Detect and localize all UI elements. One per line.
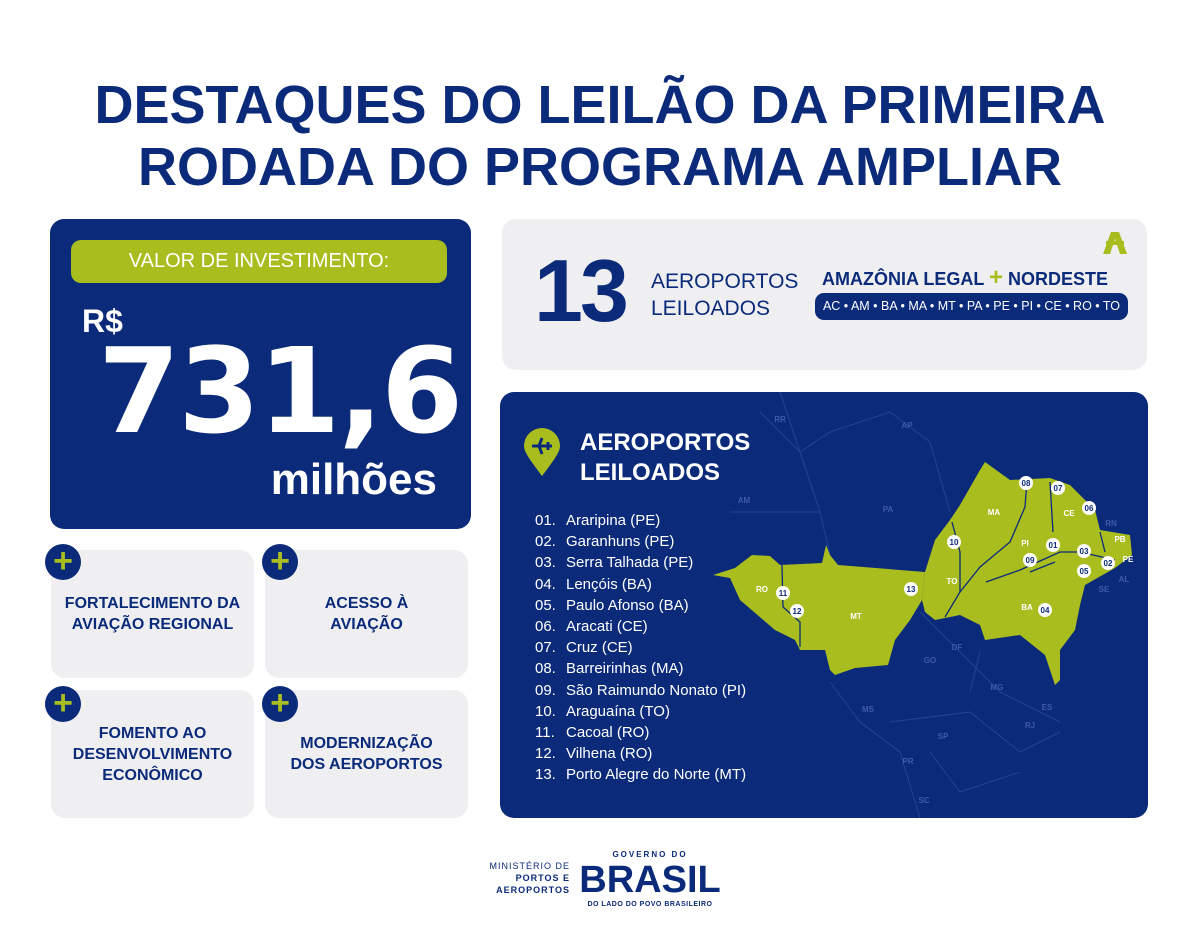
state-label-faded: AM — [738, 496, 751, 505]
state-label-faded: ES — [1042, 703, 1053, 712]
airport-marker-label: 08 — [1022, 479, 1031, 488]
plus-icon: + — [262, 686, 298, 722]
airport-list-item: 13. Porto Alegre do Norte (MT) — [535, 766, 747, 784]
benefit-card: FORTALECIMENTO DA AVIAÇÃO REGIONAL — [51, 550, 254, 678]
airport-list-item: 06. Aracati (CE) — [535, 618, 648, 636]
airport-marker-label: 13 — [907, 585, 916, 594]
brazil-map: 01 02 03 04 05 06 07 08 09 10 11 12 13 RO MT TO MA PI CE BA… — [713, 392, 1134, 818]
airport-list: 01. Araripina (PE) 02. Garanhuns (PE) 03. Ser… — [535, 510, 746, 786]
ampliar-a-logo — [1103, 232, 1127, 254]
plus-icon: + — [45, 686, 81, 722]
airport-marker-label: 03 — [1080, 547, 1089, 556]
airport-marker-label: 09 — [1026, 556, 1035, 565]
state-label-faded: RR — [774, 415, 786, 424]
state-label: MA — [988, 508, 1001, 517]
states-list: AC • AM • BA • MA • MT • PA • PE • PI • … — [815, 293, 1128, 320]
state-label: CE — [1063, 509, 1075, 518]
airport-marker-label: 11 — [779, 589, 788, 598]
airport-marker — [776, 586, 790, 600]
airport-marker — [1077, 544, 1091, 558]
airport-list-item: 12. Vilhena (RO) — [535, 745, 653, 763]
airport-marker-label: 10 — [950, 538, 959, 547]
state-label-faded: MS — [862, 705, 875, 714]
state-label-faded: RN — [1105, 519, 1117, 528]
state-label: RO — [756, 585, 768, 594]
airport-marker — [790, 604, 804, 618]
state-label-faded: SE — [1099, 585, 1110, 594]
benefit-card: ACESSO À AVIAÇÃO — [265, 550, 468, 678]
investment-value: 731,6 — [98, 322, 463, 460]
state-label-faded: PR — [902, 757, 913, 766]
airport-list-item: 08. Barreirinhas (MA) — [535, 660, 684, 678]
airport-marker — [1038, 603, 1052, 617]
state-label-faded: AP — [901, 421, 913, 430]
airport-marker-label: 04 — [1041, 606, 1050, 615]
state-label: PB — [1114, 535, 1125, 544]
airport-marker — [1077, 564, 1091, 578]
airport-list-item: 04. Lençóis (BA) — [535, 575, 652, 593]
investment-unit: milhões — [270, 455, 437, 504]
state-label: PI — [1021, 539, 1029, 548]
state-label-faded: MG — [991, 683, 1004, 692]
airport-marker-label: 07 — [1054, 484, 1063, 493]
highlighted-region-west — [713, 545, 925, 675]
airport-marker — [904, 582, 918, 596]
map-pin-plane-icon — [524, 428, 560, 476]
airport-list-item: 01. Araripina (PE) — [535, 512, 661, 529]
airport-list-item: 09. São Raimundo Nonato (PI) — [535, 681, 747, 699]
airport-marker — [1101, 556, 1115, 570]
airport-list-item: 10. Araguaína (TO) — [535, 702, 670, 720]
benefit-card: MODERNIZAÇÃO DOS AEROPORTOS — [265, 690, 468, 818]
airport-marker-label: 01 — [1049, 541, 1058, 550]
state-label: PE — [1123, 555, 1134, 564]
state-label-faded: PA — [883, 505, 894, 514]
airport-marker — [1019, 476, 1033, 490]
state-label-faded: RJ — [1025, 721, 1035, 730]
airport-marker — [947, 535, 961, 549]
airport-marker — [1046, 538, 1060, 552]
airport-list-item: 05. Paulo Afonso (BA) — [535, 596, 689, 614]
government-logo: GOVERNO DO BRASIL DO LADO DO POVO BRASILEI… — [579, 850, 721, 908]
state-label-faded: GO — [924, 656, 936, 665]
state-label-faded: SP — [938, 732, 949, 741]
state-label: BA — [1021, 603, 1033, 612]
airport-marker-label: 12 — [793, 607, 802, 616]
airport-list-item: 02. Garanhuns (PE) — [535, 533, 675, 551]
airport-list-item: 11. Cacoal (RO) — [535, 724, 650, 742]
currency: R$ — [82, 303, 123, 339]
investment-label: VALOR DE INVESTIMENTO: — [71, 240, 447, 283]
state-label: TO — [947, 577, 958, 586]
state-label-faded: DF — [952, 643, 963, 652]
airport-marker — [1051, 481, 1065, 495]
page-title: DESTAQUES DO LEILÃO DA PRIMEIRA RODADA D… — [94, 75, 1106, 197]
map-title: AEROPORTOS LEILOADOS — [580, 429, 751, 486]
ministry-logo: MINISTÉRIO DE PORTOS E AEROPORTOS — [489, 861, 570, 895]
state-label-faded: AL — [1119, 575, 1130, 584]
airport-list-item: 03. Serra Talhada (PE) — [535, 554, 694, 572]
plus-icon: + — [262, 544, 298, 580]
state-label-faded: SC — [918, 796, 929, 805]
airport-marker — [1023, 553, 1037, 567]
regions: AMAZÔNIA LEGAL + NORDESTE — [822, 264, 1109, 291]
airport-marker-label: 02 — [1104, 559, 1113, 568]
count-label: AEROPORTOS LEILOADOS — [651, 270, 799, 320]
airport-count: 13 — [534, 241, 629, 340]
state-label: MT — [850, 612, 862, 621]
benefit-card: FOMENTO AO DESENVOLVIMENTO ECONÔMICO — [51, 690, 254, 818]
highlighted-region-northeast — [922, 462, 1132, 685]
plus-icon: + — [45, 544, 81, 580]
airport-list-item: 07. Cruz (CE) — [535, 639, 633, 657]
airport-marker-label: 05 — [1080, 567, 1089, 576]
airport-marker — [1082, 501, 1096, 515]
airport-marker-label: 06 — [1085, 504, 1094, 513]
investment-panel: VALOR DE INVESTIMENTO: R$ 731,6 milhões — [50, 219, 471, 529]
airports-map-panel: 01 02 03 04 05 06 07 08 09 10 11 12 13 RO MT TO MA PI CE BA… — [500, 392, 1148, 818]
